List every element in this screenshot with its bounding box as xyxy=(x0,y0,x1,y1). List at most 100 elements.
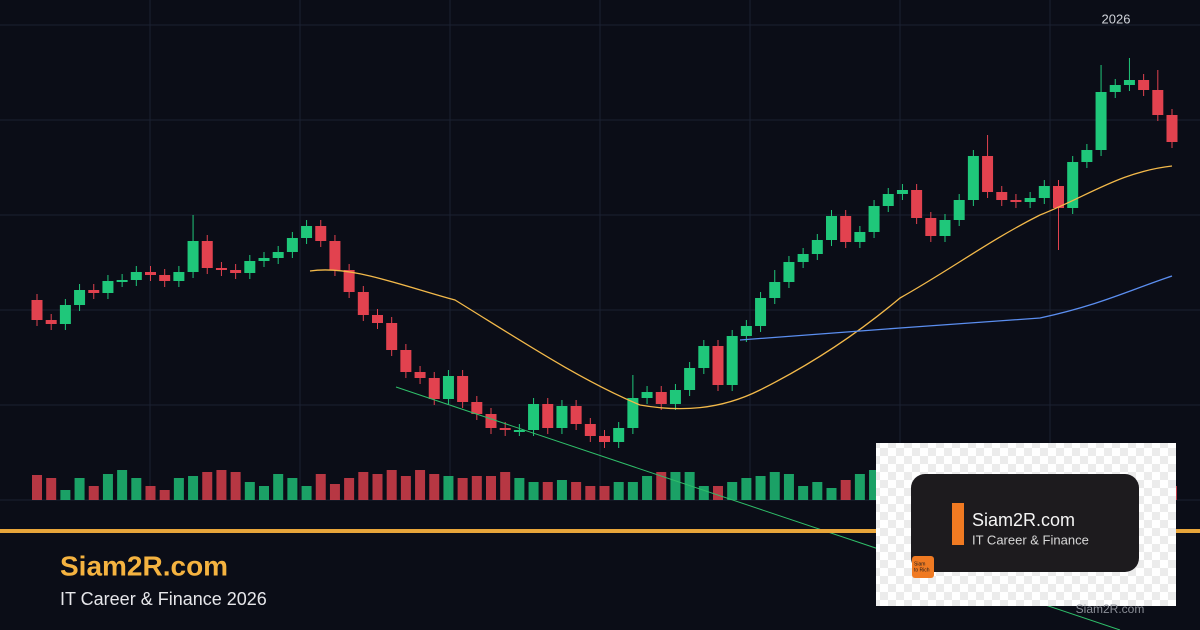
volume-bar xyxy=(471,476,482,500)
candle-body xyxy=(187,241,199,272)
candle-body xyxy=(499,428,511,430)
volume-bar xyxy=(60,490,71,500)
volume-bar xyxy=(74,478,85,500)
candle-body xyxy=(556,406,568,428)
candle-body xyxy=(88,290,100,293)
candle-body xyxy=(1095,92,1107,150)
card xyxy=(911,474,1139,572)
candle-body xyxy=(159,275,171,281)
candle-body xyxy=(627,398,639,428)
candle-body xyxy=(145,272,156,275)
candle-body xyxy=(471,402,483,414)
watermark: Siam2R.com xyxy=(1076,602,1145,616)
candle-body xyxy=(244,261,256,273)
volume-bar xyxy=(812,482,823,500)
candle-body xyxy=(45,320,57,324)
volume-bar xyxy=(528,482,539,500)
candle-body xyxy=(1024,198,1036,202)
volume-bar xyxy=(400,476,411,500)
volume-bar xyxy=(329,484,340,500)
volume-bar xyxy=(273,474,284,500)
volume-bar xyxy=(542,482,553,500)
volume-bar xyxy=(486,476,496,500)
candle-body xyxy=(414,372,426,378)
candle-body xyxy=(925,218,937,236)
candle-body xyxy=(286,238,298,252)
candle-body xyxy=(215,268,227,270)
candle-body xyxy=(854,232,866,242)
moving-average-blue xyxy=(739,275,1173,341)
volume-bar xyxy=(571,482,582,500)
candle-body xyxy=(116,280,128,282)
candle-body xyxy=(457,376,469,402)
volume-bar xyxy=(457,478,468,500)
volume-bar xyxy=(500,472,511,500)
candle-body xyxy=(996,192,1008,200)
volume-bar xyxy=(840,480,851,500)
candle-body xyxy=(357,292,369,315)
volume-bar xyxy=(642,476,653,500)
candle-body xyxy=(130,272,142,280)
candle-body xyxy=(343,270,355,292)
candle-body xyxy=(31,300,43,320)
candle-body xyxy=(1081,150,1093,162)
card-accent xyxy=(952,503,964,545)
volume-bar xyxy=(727,482,738,500)
brand-subtitle: IT Career & Finance 2026 xyxy=(60,589,267,609)
candle-body xyxy=(684,368,696,390)
volume-bar xyxy=(769,472,780,500)
volume-bar xyxy=(230,472,241,500)
candle-body xyxy=(641,392,653,398)
candle-body xyxy=(1138,80,1150,90)
candle-body xyxy=(230,270,242,273)
volume-bar xyxy=(627,482,638,500)
candle-body xyxy=(329,241,341,270)
candle-body xyxy=(485,414,497,428)
icon-text: to Rich xyxy=(914,567,930,573)
volume-bar xyxy=(244,482,255,500)
candle-body xyxy=(712,346,724,385)
volume-bar xyxy=(613,482,624,500)
volume-bar xyxy=(259,486,269,500)
volume-bar xyxy=(287,478,298,500)
volume-bar xyxy=(556,480,567,500)
year-label: 2026 xyxy=(1102,11,1131,26)
volume-bar xyxy=(202,472,213,500)
volume-bar xyxy=(301,486,312,500)
volume-bar xyxy=(429,474,440,500)
volume-bar xyxy=(131,478,142,500)
candle-body xyxy=(442,376,454,399)
volume-bar xyxy=(656,472,667,500)
candle-body xyxy=(1053,186,1064,208)
volume-bar xyxy=(514,478,525,500)
candle-body xyxy=(258,258,270,261)
volume-bar xyxy=(741,478,752,500)
candle-body xyxy=(59,305,71,324)
candle-body xyxy=(811,240,823,254)
candle-body xyxy=(74,290,86,305)
candle-body xyxy=(1109,85,1121,92)
volume-bar xyxy=(216,470,227,500)
volume-bar xyxy=(372,474,383,500)
icon-text: Siam xyxy=(914,561,925,567)
candle-body xyxy=(1166,115,1178,142)
candle-body xyxy=(826,216,837,240)
volume-bar xyxy=(88,486,99,500)
moving-average-orange xyxy=(309,165,1173,410)
candle-body xyxy=(613,428,625,442)
volume-bar xyxy=(145,486,156,500)
grid xyxy=(0,0,1200,501)
volume-bar xyxy=(443,476,454,500)
candle-body xyxy=(655,392,667,404)
candle-body xyxy=(783,262,795,282)
candle-body xyxy=(669,390,681,404)
candle-body xyxy=(173,272,185,281)
candle-body xyxy=(570,406,582,424)
volume-bar xyxy=(869,470,880,500)
candle-body xyxy=(882,194,894,206)
candle-body xyxy=(201,241,213,268)
candle-body xyxy=(982,156,994,192)
candle-body xyxy=(911,190,923,218)
card-title: Siam2R.com xyxy=(972,510,1075,530)
